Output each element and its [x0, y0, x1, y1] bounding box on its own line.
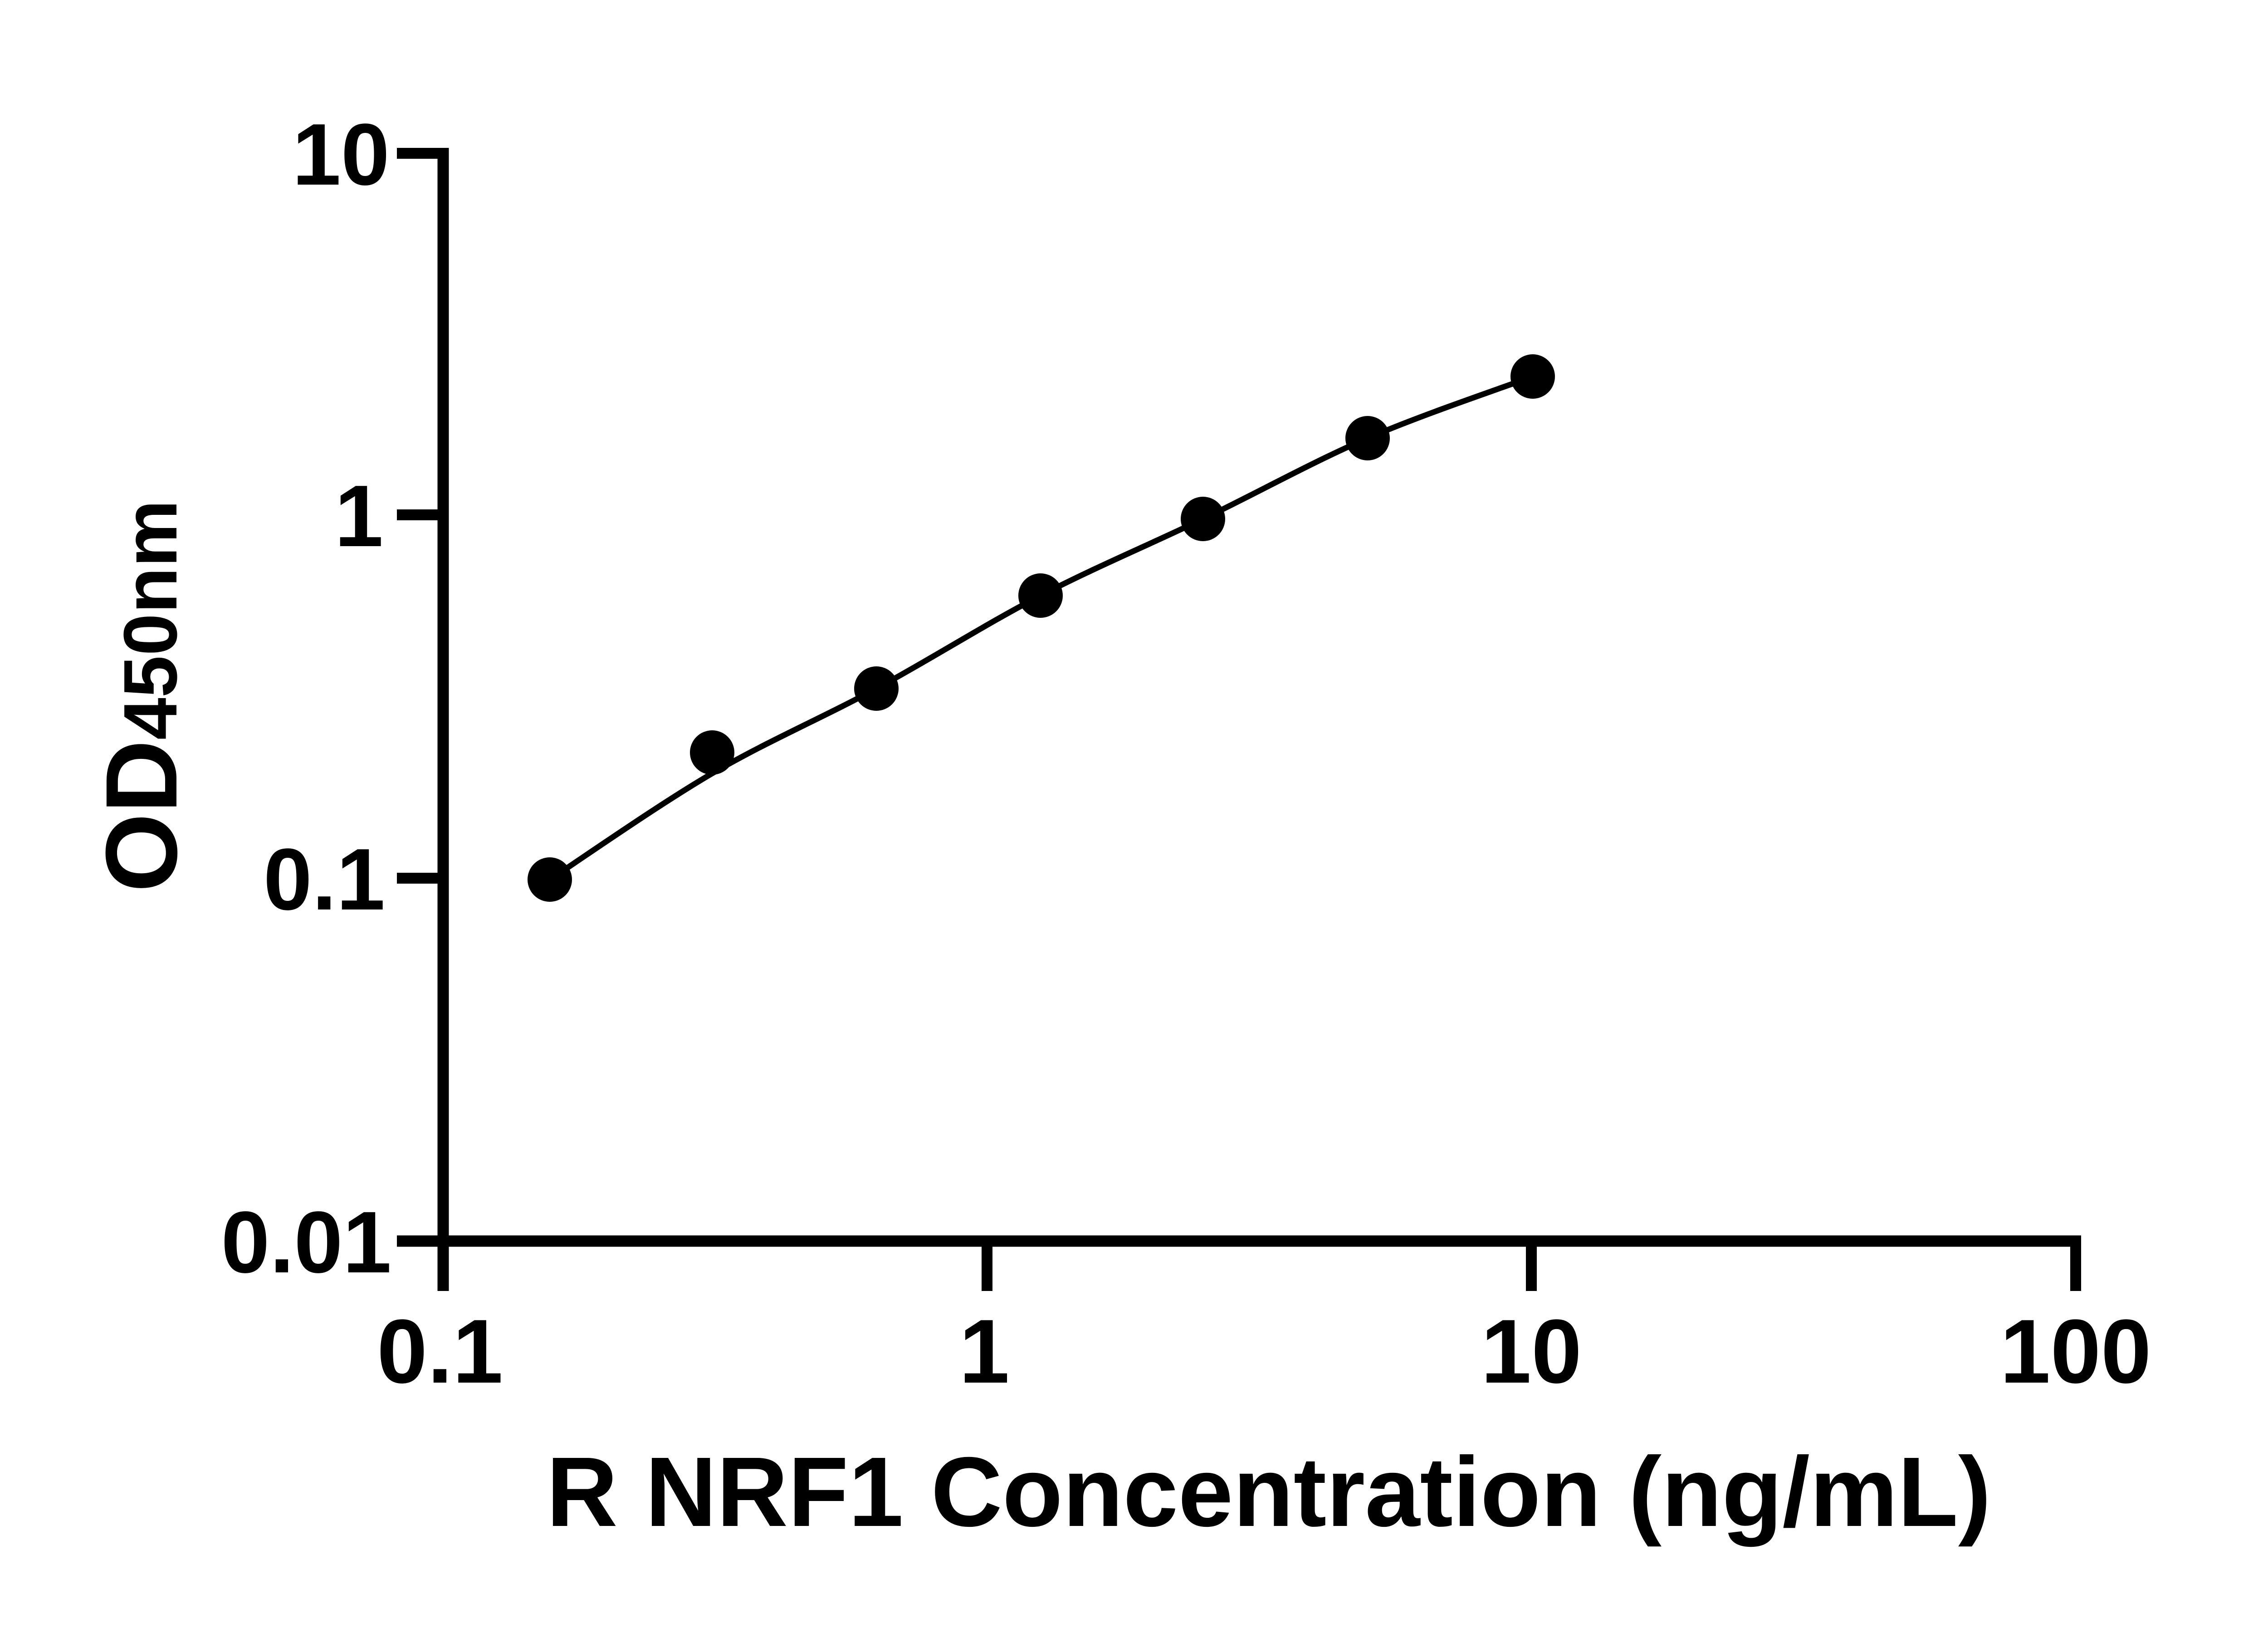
svg-text:0.01: 0.01	[221, 1193, 391, 1291]
svg-text:0.1: 0.1	[264, 830, 385, 928]
svg-text:1: 1	[335, 467, 383, 565]
svg-text:1: 1	[959, 1301, 1009, 1402]
svg-text:OD450nm: OD450nm	[85, 500, 198, 892]
svg-text:0.1: 0.1	[377, 1301, 503, 1402]
svg-text:R NRF1 Concentration (ng/mL): R NRF1 Concentration (ng/mL)	[546, 1437, 1991, 1547]
svg-text:10: 10	[1481, 1301, 1582, 1402]
svg-text:100: 100	[2000, 1301, 2151, 1402]
svg-text:10: 10	[292, 105, 390, 203]
